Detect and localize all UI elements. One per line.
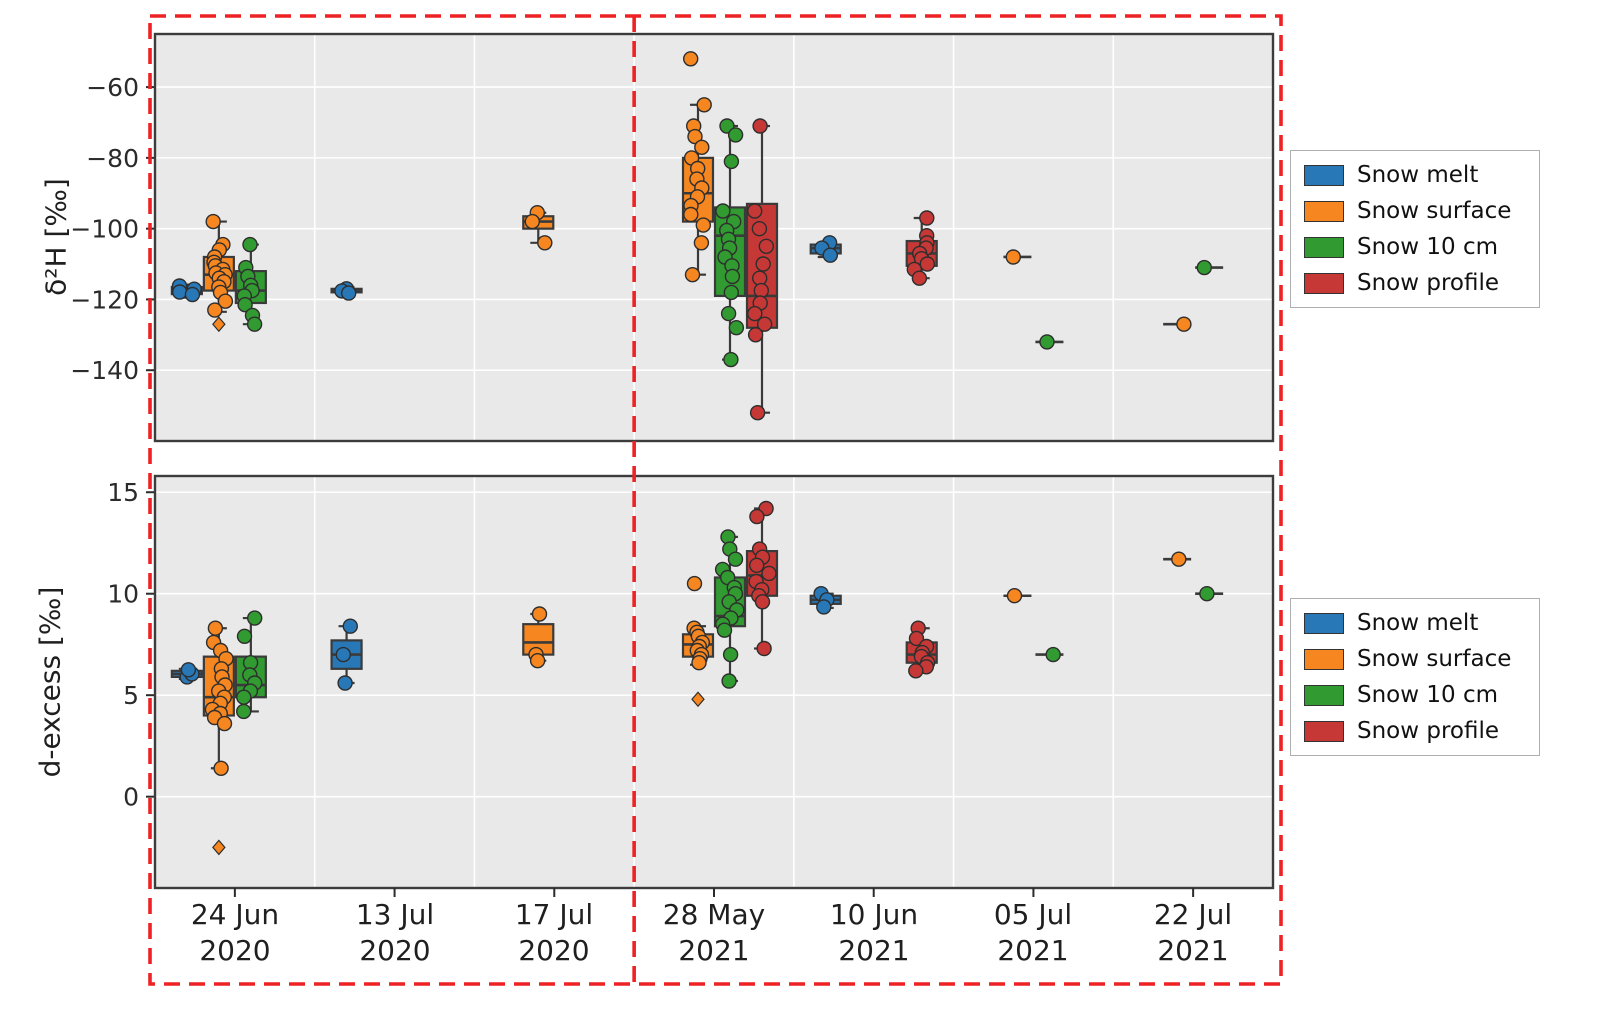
svg-text:0: 0 (123, 783, 139, 812)
snow-surface-swatch (1304, 200, 1344, 222)
snow-surface-swatch (1304, 648, 1344, 670)
legend-item-snow-profile: Snow profile (1304, 718, 1526, 744)
y-axis-label-d2h: δ²H [‰] (39, 178, 73, 296)
legend-item-snow-10cm: Snow 10 cm (1304, 682, 1526, 708)
svg-text:10: 10 (107, 580, 139, 609)
legend-item-snow-profile: Snow profile (1304, 270, 1526, 296)
legend-label: Snow profile (1357, 270, 1500, 296)
legend-item-snow-surface: Snow surface (1304, 198, 1526, 224)
svg-text:−100: −100 (70, 215, 139, 244)
legend-item-snow-melt: Snow melt (1304, 162, 1526, 188)
snow-profile-swatch (1304, 720, 1344, 742)
svg-text:5: 5 (123, 681, 139, 710)
snow-melt-swatch (1304, 612, 1344, 634)
legend-label: Snow melt (1357, 610, 1479, 636)
x-tick-label-28may2021: 28 May 2021 (662, 898, 766, 967)
x-tick-label-13jul2020: 13 Jul 2020 (355, 898, 435, 967)
y-axis-label-dexcess: d-excess [‰] (33, 586, 67, 778)
snow-10cm-swatch (1304, 684, 1344, 706)
x-tick-label-10jun2021: 10 Jun 2021 (829, 898, 919, 967)
legend-label: Snow profile (1357, 718, 1500, 744)
legend-item-snow-melt: Snow melt (1304, 610, 1526, 636)
svg-text:−60: −60 (86, 73, 139, 102)
svg-text:−80: −80 (86, 144, 139, 173)
legend-label: Snow surface (1357, 198, 1512, 224)
snow-10cm-swatch (1304, 236, 1344, 258)
legend-label: Snow 10 cm (1357, 234, 1498, 260)
x-tick-label-22jul2021: 22 Jul 2021 (1153, 898, 1233, 967)
x-tick-label-17jul2020: 17 Jul 2020 (514, 898, 594, 967)
legend-item-snow-10cm: Snow 10 cm (1304, 234, 1526, 260)
legend-item-snow-surface: Snow surface (1304, 646, 1526, 672)
legend-top: Snow melt Snow surface Snow 10 cm Snow p… (1290, 150, 1540, 308)
svg-text:−120: −120 (70, 285, 139, 314)
x-tick-label-05jul2021: 05 Jul 2021 (993, 898, 1073, 967)
snow-profile-swatch (1304, 272, 1344, 294)
legend-label: Snow melt (1357, 162, 1479, 188)
legend-bottom: Snow melt Snow surface Snow 10 cm Snow p… (1290, 598, 1540, 756)
legend-label: Snow surface (1357, 646, 1512, 672)
svg-text:−140: −140 (70, 356, 139, 385)
snow-melt-swatch (1304, 164, 1344, 186)
x-tick-label-24jun2020: 24 Jun 2020 (190, 898, 280, 967)
legend-label: Snow 10 cm (1357, 682, 1498, 708)
svg-text:15: 15 (107, 478, 139, 507)
